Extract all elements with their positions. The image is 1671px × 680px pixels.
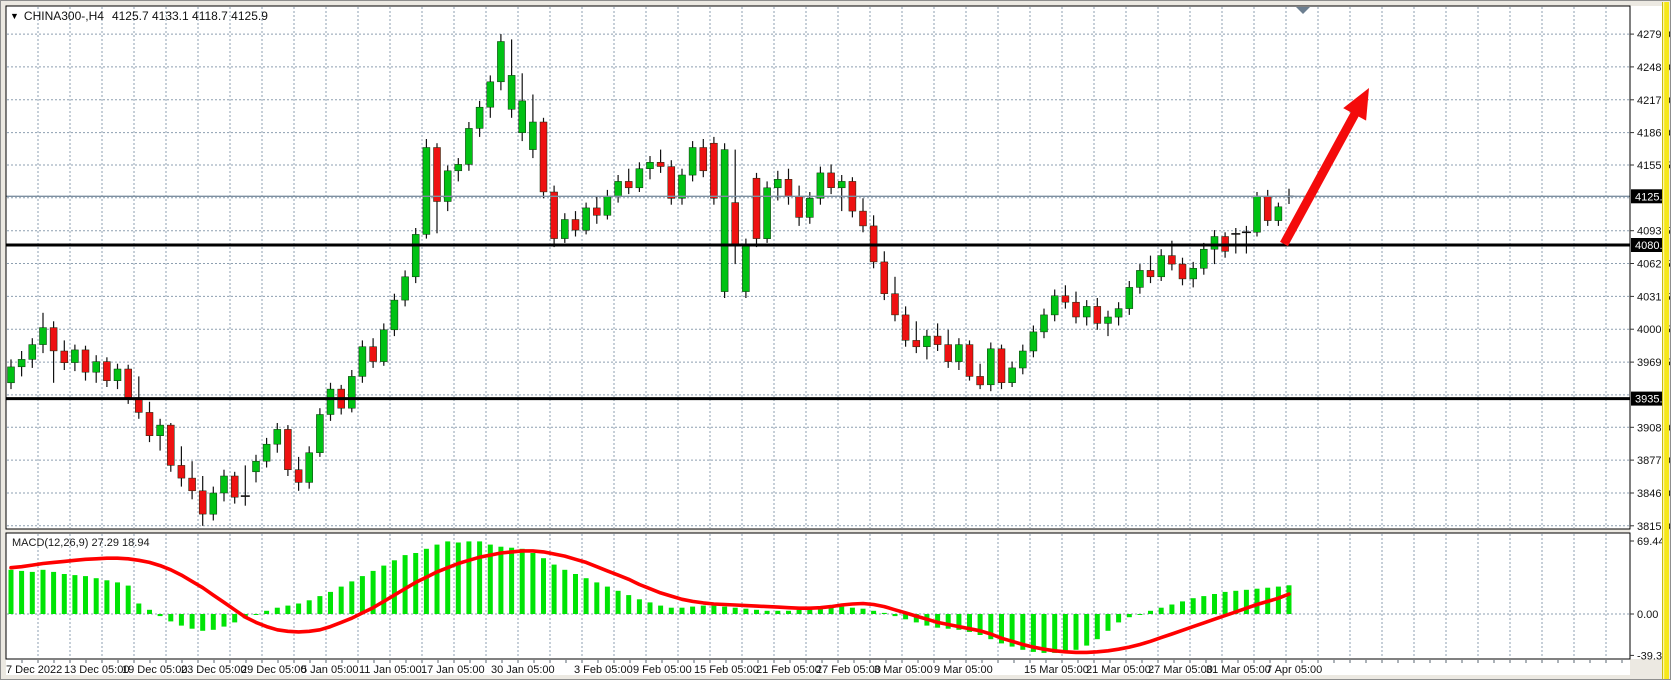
macd-tick-label: -39.33: [1637, 650, 1668, 662]
grid: [7, 7, 1629, 658]
symbol-period-label: CHINA300-,H4: [23, 9, 104, 23]
time-tick-label: 3 Feb 05:00: [574, 664, 633, 676]
price-axis[interactable]: 4279.0 4248.0 4217.0 4186.0 4155.5 4093.5 4062…: [1630, 29, 1671, 662]
time-tick-label: 19 Dec 05:00: [122, 664, 187, 676]
time-tick-label: 7 Apr 05:00: [1266, 664, 1322, 676]
svg-text:3935.0: 3935.0: [1635, 394, 1669, 406]
main-panel-bg[interactable]: [6, 6, 1630, 529]
macd-signal-line[interactable]: [9, 549, 1291, 655]
price-tick-label: 4186.0: [1637, 128, 1671, 140]
time-tick-label: 21 Mar 05:00: [1086, 664, 1151, 676]
price-tick-label: 3815.0: [1637, 521, 1671, 533]
price-tick-label: 3846.0: [1637, 488, 1671, 500]
time-tick-label: 29 Dec 05:00: [241, 664, 306, 676]
symbol-dropdown-icon[interactable]: ▼: [10, 11, 19, 21]
time-tick-label: 9 Feb 05:00: [633, 664, 692, 676]
time-tick-label: 7 Dec 2022: [6, 664, 62, 676]
price-tick-label: 4155.5: [1637, 160, 1671, 172]
price-tick-label: 3877.0: [1637, 455, 1671, 467]
time-tick-label: 9 Mar 05:00: [934, 664, 993, 676]
macd-tick-label: 0.00: [1637, 609, 1658, 621]
price-tick-label: 4093.5: [1637, 226, 1671, 238]
svg-text:4080.0: 4080.0: [1635, 240, 1669, 252]
price-tick-label: 4217.0: [1637, 95, 1671, 107]
price-tag-4080.0: 4080.0: [1631, 238, 1669, 252]
time-tick-label: 31 Mar 05:00: [1206, 664, 1271, 676]
price-tick-label: 4248.0: [1637, 62, 1671, 74]
time-tick-label: 30 Jan 05:00: [491, 664, 555, 676]
trend-arrow[interactable]: [1280, 88, 1369, 247]
macd-indicator-label: MACD(12,26,9) 27.29 18.94: [12, 537, 150, 549]
time-tick-label: 13 Dec 05:00: [64, 664, 129, 676]
time-tick-label: 23 Dec 05:00: [181, 664, 246, 676]
panel-borders: [5, 5, 1631, 660]
price-tick-label: 3969.5: [1637, 357, 1671, 369]
time-tick-label: 15 Mar 05:00: [1024, 664, 1089, 676]
window-edge-highlight: [1662, 2, 1669, 679]
chart-shift-marker-icon[interactable]: [1296, 7, 1310, 14]
chart-title: ▼ CHINA300-,H4 4125.7 4133.1 4118.7 4125.9: [10, 9, 268, 23]
price-axis-bg[interactable]: [1630, 6, 1664, 659]
time-tick-label: 15 Feb 05:00: [694, 664, 759, 676]
svg-text:4125.9: 4125.9: [1635, 191, 1669, 203]
macd-panel-bg[interactable]: [6, 533, 1630, 659]
price-tick-label: 4000.5: [1637, 324, 1671, 336]
time-tick-label: 3 Mar 05:00: [874, 664, 933, 676]
candles: [7, 34, 1294, 526]
macd-histogram: [8, 541, 1292, 653]
price-tick-label: 4279.0: [1637, 29, 1671, 41]
price-tick-label: 3908.0: [1637, 422, 1671, 434]
time-tick-label: 17 Jan 05:00: [421, 664, 485, 676]
price-tag-3935.0: 3935.0: [1631, 391, 1669, 406]
macd-tick-label: 69.44: [1637, 536, 1665, 548]
time-tick-label: 21 Feb 05:00: [756, 664, 821, 676]
price-tick-label: 4062.5: [1637, 259, 1671, 271]
price-tick-label: 4031.5: [1637, 291, 1671, 303]
price-tag-4125.9: 4125.9: [1631, 189, 1669, 204]
time-tick-label: 27 Mar 05:00: [1148, 664, 1213, 676]
time-axis-bg[interactable]: [6, 659, 1630, 675]
ohlc-quote: 4125.7 4133.1 4118.7 4125.9: [111, 9, 268, 23]
time-tick-label: 5 Jan 05:00: [301, 664, 359, 676]
time-tick-label: 11 Jan 05:00: [359, 664, 422, 676]
time-tick-label: 27 Feb 05:00: [816, 664, 881, 676]
